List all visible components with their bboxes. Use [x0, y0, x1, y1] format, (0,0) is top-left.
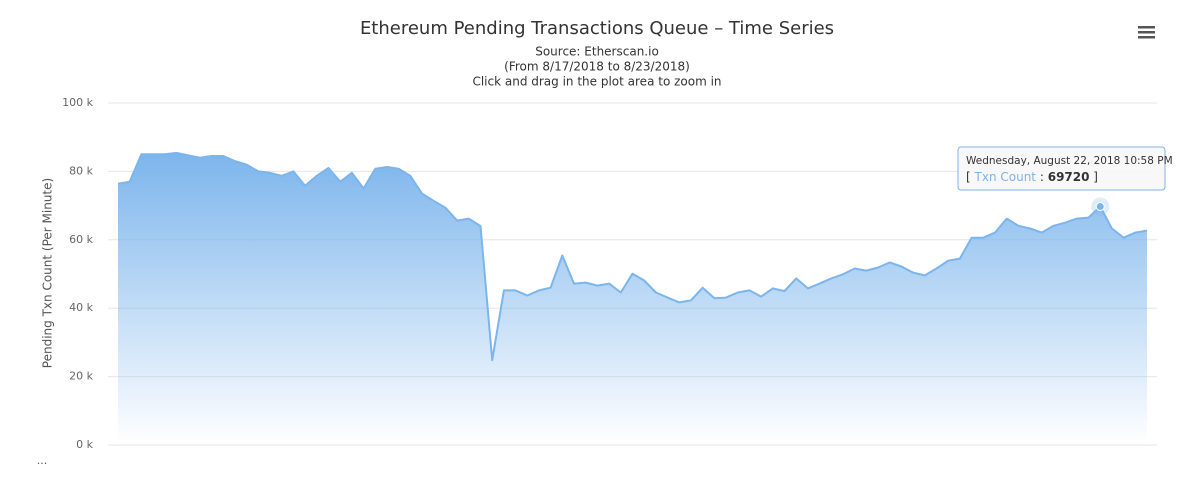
subtitle: Click and drag in the plot area to zoom … [472, 75, 721, 89]
tooltip-body: [ Txn Count : 69720 ] [966, 170, 1098, 184]
menu-button[interactable] [1136, 22, 1158, 40]
footer: ... [37, 454, 48, 467]
tooltip-part: 69720 [1048, 170, 1090, 184]
y-tick-label: 60 k [69, 233, 93, 246]
tooltip-part: Txn Count [974, 170, 1037, 184]
y-tick-label: 0 k [76, 438, 93, 451]
y-tick-label: 100 k [62, 96, 93, 109]
y-tick-label: 80 k [69, 164, 93, 177]
tooltip-header: Wednesday, August 22, 2018 10:58 PM [966, 155, 1173, 167]
y-tick-label: 20 k [69, 370, 93, 383]
line [117, 151, 1148, 362]
tooltip-part: [ [966, 170, 971, 184]
tooltip-part: ] [1093, 170, 1098, 184]
y-axis-label: Pending Txn Count (Per Minute) [41, 178, 55, 368]
chart-title: Ethereum Pending Transactions Queue – Ti… [360, 18, 834, 39]
tooltip-box [957, 146, 1166, 191]
tooltip: Wednesday, August 22, 2018 10:58 PM [ Txn… [957, 146, 1173, 191]
area [118, 152, 1147, 445]
tooltip-part: : [1040, 170, 1044, 184]
subtitle: Source: Etherscan.io [535, 45, 659, 59]
hover-point [1095, 202, 1105, 212]
y-tick-label: 40 k [69, 301, 93, 314]
subtitle: (From 8/17/2018 to 8/23/2018) [504, 60, 690, 74]
